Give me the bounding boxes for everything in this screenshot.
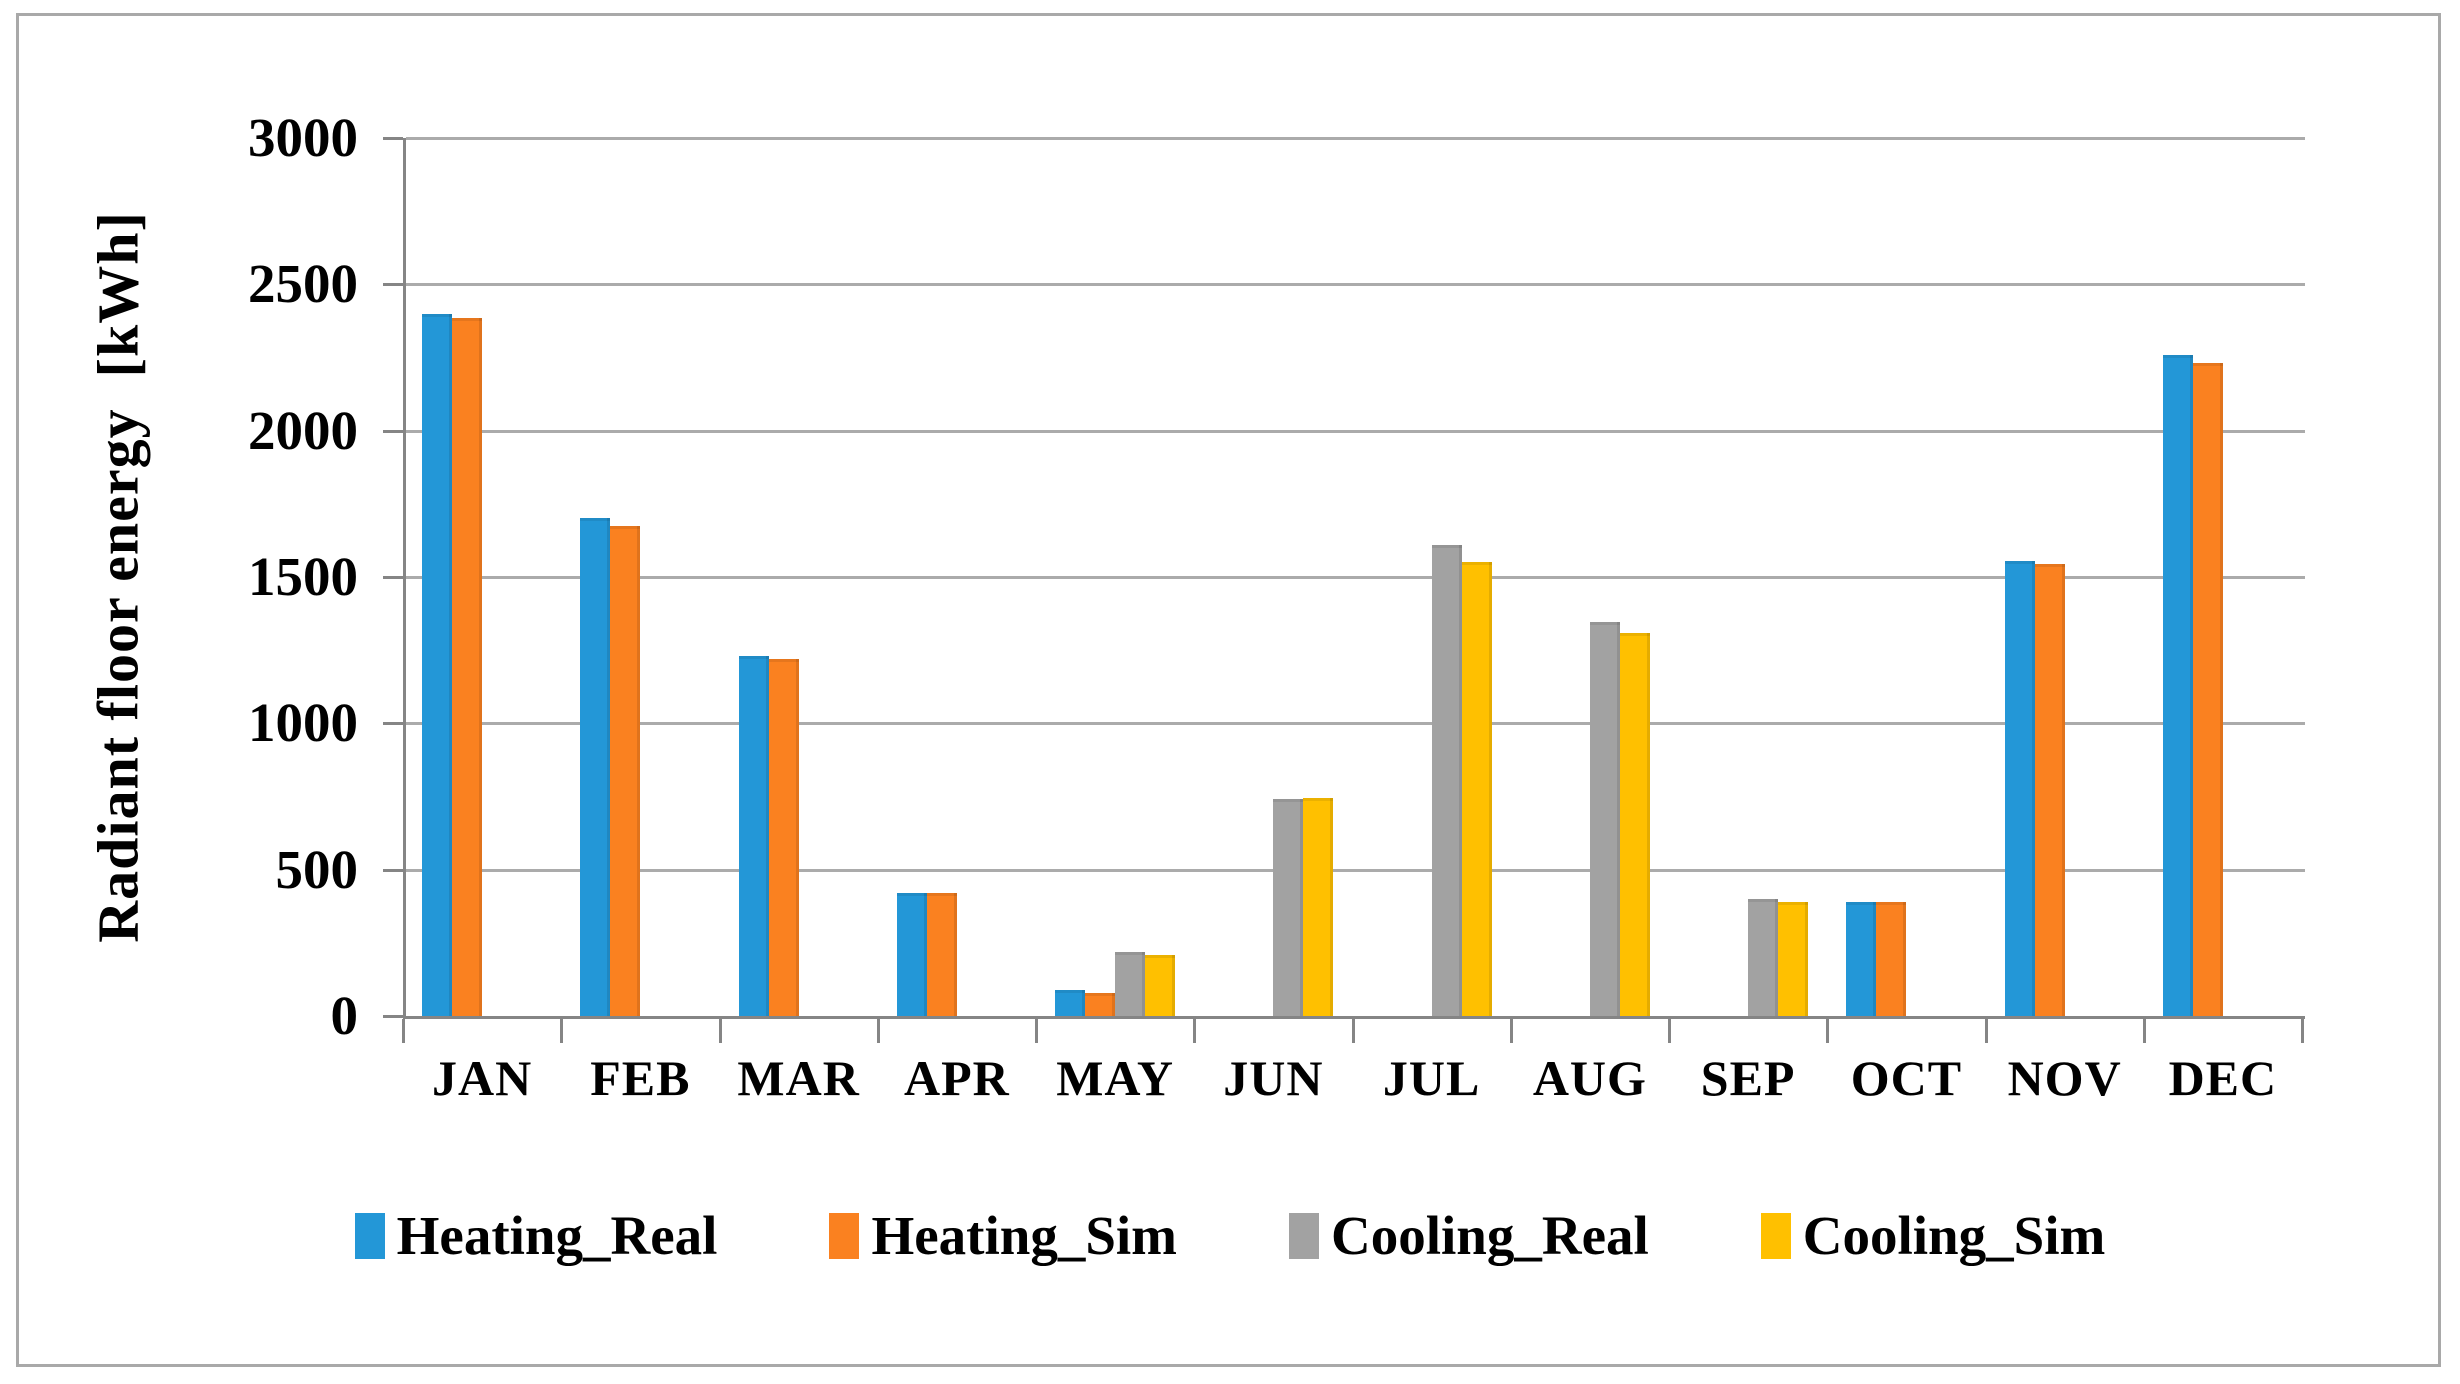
- x-axis-label-jul: JUL: [1382, 1050, 1481, 1106]
- bar-cooling_real-aug: [1589, 622, 1620, 1016]
- y-axis-tick-mark: [383, 283, 403, 287]
- x-axis-label-sep: SEP: [1700, 1050, 1796, 1106]
- x-axis-tick-mark: [1351, 1019, 1355, 1043]
- y-axis-tick-label: 500: [275, 838, 359, 900]
- x-axis-tick-mark: [1193, 1019, 1197, 1043]
- y-axis-tick-label: 2500: [248, 253, 358, 315]
- bar-heating_sim-oct: [1876, 902, 1907, 1016]
- x-axis-tick-mark: [1668, 1019, 1671, 1043]
- bar-heating_real-dec: [2162, 355, 2193, 1016]
- legend-label-cooling_sim: Cooling_Sim: [1802, 1205, 2106, 1266]
- bar-heating_real-may: [1055, 990, 1086, 1016]
- x-axis-tick-mark: [560, 1019, 564, 1043]
- gridline-2000: [406, 429, 2305, 433]
- y-axis-tick-mark: [383, 429, 403, 433]
- x-axis-label-feb: FEB: [590, 1050, 691, 1106]
- legend-item-cooling_sim: Cooling_Sim: [1760, 1205, 2106, 1266]
- bar-cooling_sim-jun: [1303, 798, 1334, 1016]
- bar-cooling_sim-jul: [1461, 562, 1492, 1016]
- legend-item-heating_sim: Heating_Sim: [829, 1206, 1177, 1266]
- legend-swatch-heating_sim: [829, 1213, 860, 1259]
- x-axis-tick-mark: [2142, 1019, 2146, 1043]
- y-axis-tick-label: 1000: [248, 692, 358, 754]
- plot-area: [403, 137, 2305, 1019]
- bar-heating_real-nov: [2004, 561, 2035, 1016]
- legend-label-heating_real: Heating_Real: [396, 1205, 718, 1266]
- legend-label-cooling_real: Cooling_Real: [1331, 1205, 1649, 1266]
- x-axis-label-aug: AUG: [1532, 1050, 1647, 1106]
- x-axis-tick-mark: [1984, 1019, 1988, 1043]
- bar-cooling_real-sep: [1748, 899, 1779, 1016]
- bar-heating_sim-apr: [926, 893, 957, 1016]
- bar-heating_sim-mar: [768, 659, 799, 1016]
- y-axis-tick-mark: [383, 137, 403, 140]
- y-axis-tick-label: 2000: [248, 399, 358, 461]
- gridline-1000: [406, 722, 2305, 726]
- bar-heating_real-jan: [422, 314, 453, 1016]
- bar-heating_sim-feb: [610, 526, 641, 1016]
- bar-cooling_real-jul: [1431, 545, 1462, 1016]
- x-axis-tick-mark: [1826, 1019, 1830, 1043]
- legend-swatch-cooling_real: [1289, 1213, 1319, 1259]
- x-axis-tick-mark: [402, 1019, 405, 1043]
- x-axis-label-apr: APR: [903, 1050, 1010, 1106]
- x-axis-label-may: MAY: [1056, 1050, 1175, 1106]
- x-axis-label-nov: NOV: [2007, 1050, 2122, 1106]
- x-axis-tick-mark: [1035, 1019, 1038, 1043]
- bar-heating_sim-may: [1085, 993, 1116, 1016]
- gridline-2500: [406, 283, 2305, 287]
- bar-heating_real-mar: [738, 656, 769, 1016]
- bar-cooling_sim-may: [1145, 955, 1176, 1016]
- legend-label-heating_sim: Heating_Sim: [871, 1205, 1177, 1266]
- y-axis-tick-label: 3000: [248, 107, 358, 168]
- bar-cooling_sim-sep: [1778, 902, 1809, 1016]
- y-axis-tick-label: 1500: [248, 546, 358, 607]
- x-axis-label-dec: DEC: [2168, 1050, 2278, 1106]
- y-axis-tick-mark: [383, 722, 403, 726]
- x-axis-tick-mark: [1509, 1019, 1513, 1043]
- bar-heating_real-oct: [1846, 902, 1877, 1016]
- x-axis-label-jan: JAN: [432, 1050, 533, 1106]
- legend-item-cooling_real: Cooling_Real: [1289, 1206, 1649, 1266]
- legend: Heating_Real Heating_Sim Cooling_Real Cooli…: [0, 1196, 2460, 1276]
- bar-heating_real-apr: [896, 893, 927, 1016]
- y-axis-tick-mark: [383, 576, 403, 579]
- bar-heating_sim-nov: [2034, 564, 2065, 1016]
- bar-cooling_real-jun: [1273, 799, 1304, 1016]
- legend-swatch-cooling_sim: [1760, 1213, 1791, 1259]
- x-axis-label-jun: JUN: [1223, 1050, 1324, 1106]
- bar-heating_sim-dec: [2192, 363, 2223, 1016]
- x-axis-tick-mark: [718, 1019, 722, 1043]
- x-axis-tick-mark: [876, 1019, 880, 1043]
- gridline-500: [406, 868, 2305, 872]
- bar-heating_real-feb: [580, 518, 611, 1016]
- legend-item-heating_real: Heating_Real: [354, 1205, 718, 1266]
- y-axis-title: Radiant floor energy [kWh]: [85, 211, 151, 943]
- gridline-3000: [406, 137, 2305, 140]
- gridline-1500: [406, 576, 2305, 579]
- y-axis-tick-mark: [383, 1015, 403, 1018]
- bar-cooling_real-may: [1115, 952, 1146, 1016]
- bar-heating_sim-jan: [452, 318, 483, 1016]
- x-axis-label-oct: OCT: [1850, 1050, 1963, 1106]
- y-axis-tick-mark: [383, 868, 403, 872]
- bar-cooling_sim-aug: [1619, 633, 1650, 1016]
- x-axis-label-mar: MAR: [737, 1050, 860, 1106]
- x-axis-tick-mark: [2301, 1019, 2304, 1043]
- legend-swatch-heating_real: [354, 1213, 385, 1259]
- y-axis-tick-label: 0: [330, 985, 359, 1046]
